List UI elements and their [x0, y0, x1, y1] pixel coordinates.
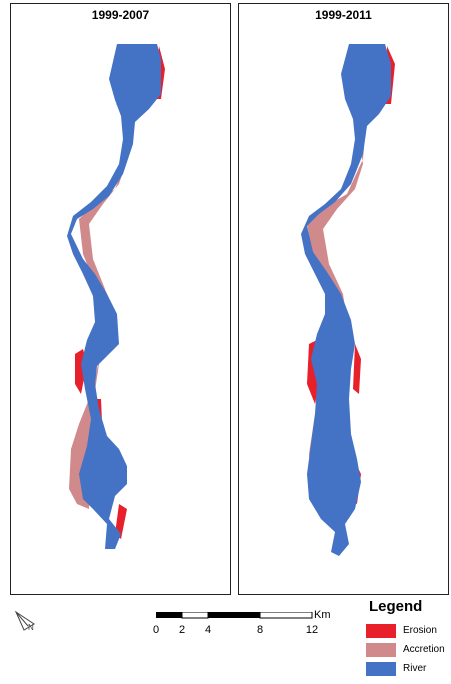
- svg-text:N: N: [28, 623, 34, 632]
- scale-label: 0: [152, 624, 160, 636]
- river-area: [67, 44, 161, 549]
- scale-label: 12: [305, 624, 319, 636]
- river-map: [67, 44, 165, 549]
- panel-title: 1999-2007: [91, 8, 150, 22]
- river-map: [301, 44, 395, 556]
- legend: Legend Erosion Accretion River: [365, 598, 451, 682]
- legend-label: Erosion: [403, 625, 437, 636]
- panel-title: 1999-2011: [315, 8, 372, 22]
- legend-label: Accretion: [403, 644, 445, 655]
- map-panel-1999-2007: 1999-2007: [10, 3, 231, 595]
- legend-item-erosion: Erosion: [366, 621, 451, 640]
- legend-title: Legend: [369, 598, 423, 615]
- river-area: [301, 44, 391, 556]
- scale-unit: Km: [314, 609, 331, 621]
- scale-label: 4: [204, 624, 212, 636]
- north-arrow-icon: N: [14, 610, 35, 632]
- scale-label: 8: [256, 624, 264, 636]
- scale-label: 2: [178, 624, 186, 636]
- legend-item-river: River: [366, 659, 451, 678]
- erosion-swatch: [366, 623, 396, 638]
- accretion-swatch: [366, 642, 396, 657]
- river-swatch: [366, 661, 396, 676]
- legend-label: River: [403, 663, 427, 674]
- scalebar: Km 0 2 4 8 12: [150, 608, 340, 638]
- scalebar-graphic: [156, 612, 313, 619]
- accretion-area: [69, 104, 131, 509]
- map-panel-1999-2011: 1999-2011: [238, 3, 449, 595]
- legend-item-accretion: Accretion: [366, 640, 451, 659]
